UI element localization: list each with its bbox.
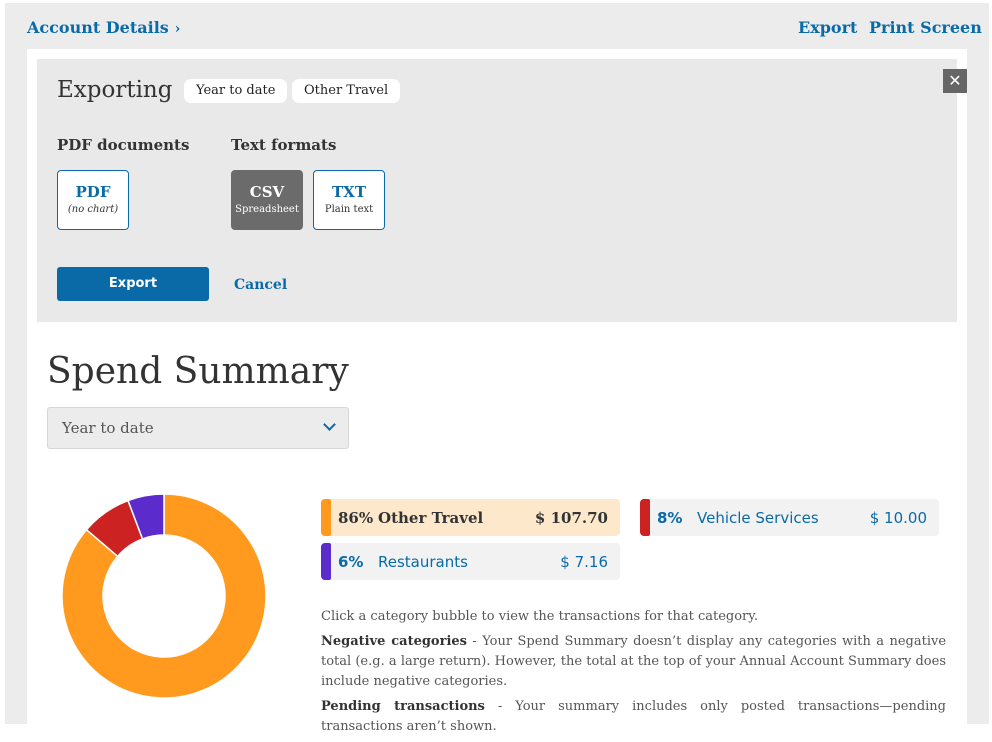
category-bubble-restaurants[interactable]: 6% Restaurants $ 7.16 (321, 543, 620, 580)
category-color-bar (640, 499, 650, 536)
pending-transactions-note: Pending transactions - Your summary incl… (321, 697, 946, 737)
format-txt-button[interactable]: TXT Plain text (313, 170, 385, 230)
category-color-bar (321, 543, 331, 580)
format-label: PDF (75, 183, 111, 201)
summary-notes: Click a category bubble to view the tran… (321, 607, 946, 742)
format-csv-button[interactable]: CSV Spreadsheet (231, 170, 303, 230)
category-percent: 8% (657, 509, 683, 527)
page-title: Spend Summary (47, 351, 349, 392)
category-percent: 86% (338, 509, 374, 527)
export-button[interactable]: Export (57, 267, 209, 301)
hint-text: Click a category bubble to view the tran… (321, 609, 759, 624)
page-frame: Account Details › Export Print Screen ✕ E… (5, 3, 989, 734)
cancel-button[interactable]: Cancel (234, 277, 288, 293)
category-amount: $ 7.16 (560, 553, 608, 571)
format-sublabel: Spreadsheet (235, 204, 299, 215)
category-bubble-vehicle-services[interactable]: 8% Vehicle Services $ 10.00 (640, 499, 939, 536)
filter-chip-category: Other Travel (292, 79, 401, 103)
period-select[interactable]: Year to date (47, 407, 349, 449)
text-group-label: Text formats (231, 136, 337, 154)
category-percent: 6% (338, 553, 364, 571)
note-title: Negative categories (321, 634, 467, 649)
export-panel-title: Exporting (57, 77, 173, 103)
print-screen-link[interactable]: Print Screen (869, 18, 982, 37)
export-panel: ✕ Exporting Year to date Other Travel PD… (37, 59, 967, 322)
period-select-value: Year to date (62, 419, 154, 437)
format-label: CSV (249, 183, 285, 201)
export-link[interactable]: Export (798, 18, 858, 37)
pdf-group-label: PDF documents (57, 136, 190, 154)
breadcrumb-label: Account Details (27, 18, 169, 37)
close-icon[interactable]: ✕ (943, 69, 967, 93)
chevron-right-icon: › (174, 21, 181, 37)
format-sublabel: (no chart) (67, 204, 119, 215)
note-title: Pending transactions (321, 699, 485, 714)
donut-slice-restaurants[interactable] (127, 493, 165, 540)
negative-categories-note: Negative categories - Your Spend Summary… (321, 632, 946, 692)
format-sublabel: Plain text (324, 204, 374, 215)
format-pdf-button[interactable]: PDF (no chart) (57, 170, 129, 230)
format-label: TXT (332, 183, 366, 201)
chevron-down-icon (323, 418, 336, 431)
category-color-bar (321, 499, 331, 536)
spend-donut-chart (61, 493, 267, 699)
category-name: Other Travel (378, 509, 484, 527)
category-name: Vehicle Services (697, 509, 819, 527)
filter-chip-period: Year to date (184, 79, 288, 103)
main-card: ✕ Exporting Year to date Other Travel PD… (27, 49, 967, 734)
category-bubble-other-travel[interactable]: 86% Other Travel $ 107.70 (321, 499, 620, 536)
category-name: Restaurants (378, 553, 468, 571)
category-amount: $ 107.70 (534, 509, 608, 527)
donut-slice-other-travel[interactable] (61, 493, 267, 699)
category-amount: $ 10.00 (869, 509, 927, 527)
breadcrumb-account-details[interactable]: Account Details › (27, 18, 180, 37)
note-text: - Your Spend Summary doesn’t display any… (321, 634, 947, 689)
